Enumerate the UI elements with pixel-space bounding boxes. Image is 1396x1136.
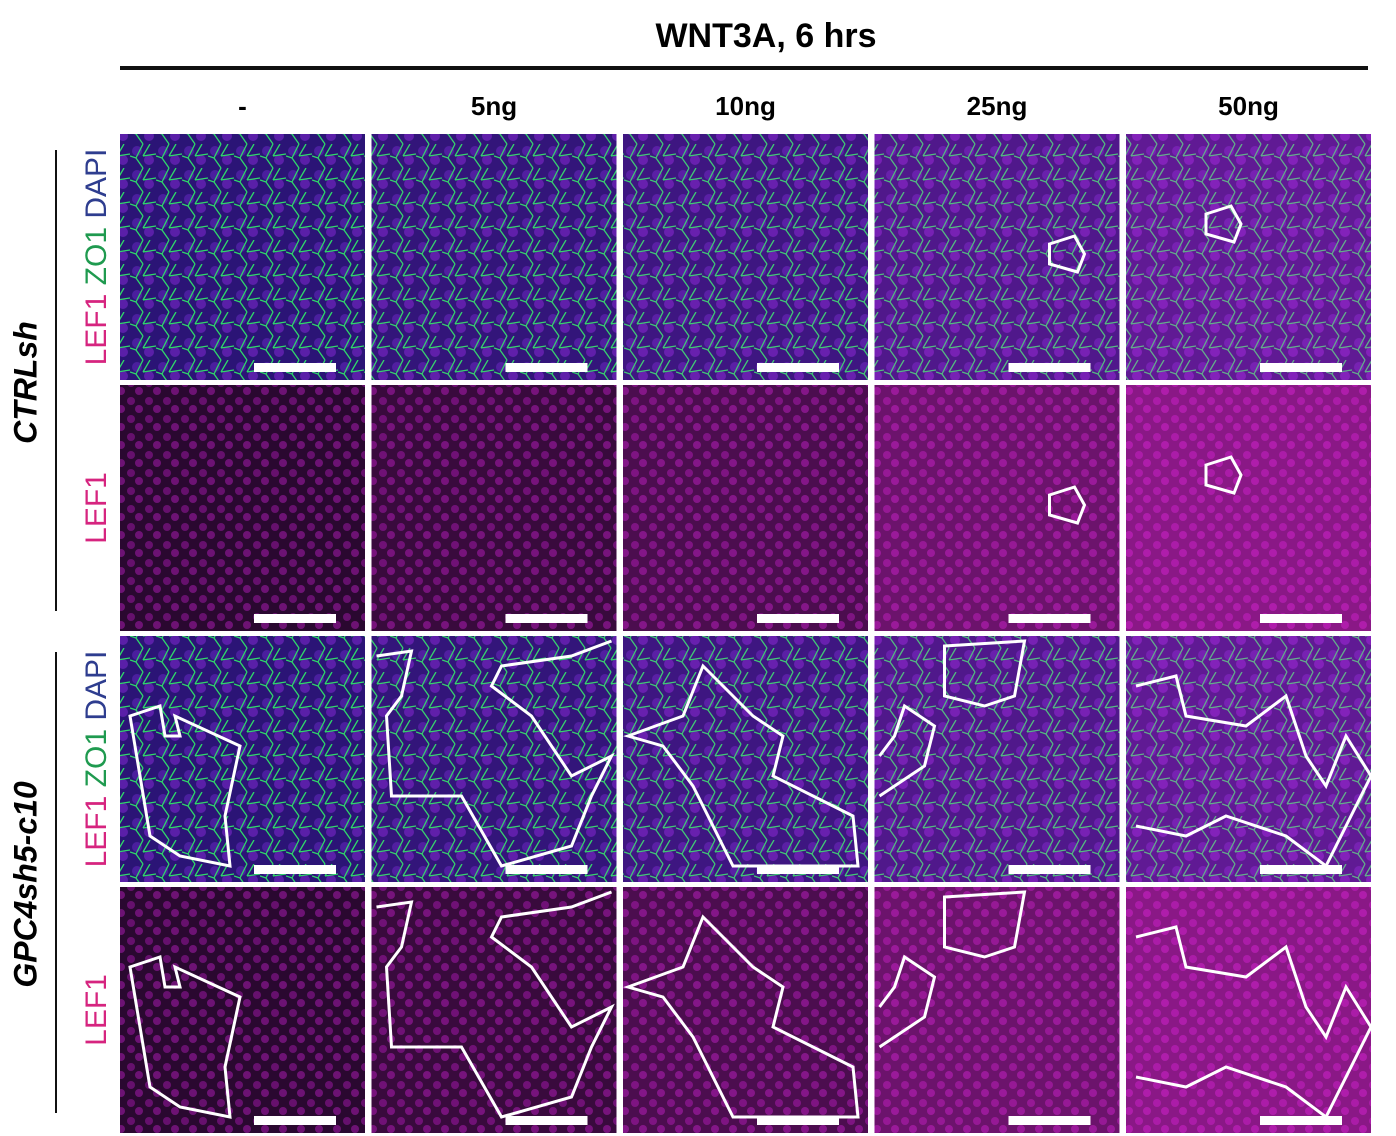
column-header: 50ng [1218,91,1279,121]
lef1-signal [371,887,617,1133]
row-label: LEF1 [80,974,113,1046]
scale-bar [1008,865,1091,874]
row-label: LEF1 ZO1 DAPI [80,149,113,366]
scale-bar [1260,614,1342,623]
channel-label: LEF1 [80,294,113,366]
scale-bar [1008,363,1091,372]
micrograph [874,134,1120,380]
channel-label: LEF1 [80,796,113,868]
lef1-signal [874,887,1120,1133]
lef1-signal [371,636,617,882]
micrograph [1126,134,1371,380]
micrograph [874,385,1120,631]
outline [1048,485,1087,525]
scale-bar [757,865,839,874]
channel-label: LEF1 [80,472,113,544]
outline [878,639,1027,798]
lef1-signal [623,887,868,1133]
scale-bar [254,865,336,874]
lef1-signal [874,636,1120,882]
lef1-signal [1126,636,1371,882]
lef1-signal [1126,134,1371,380]
micrograph [120,887,365,1133]
row-label: LEF1 [80,472,113,544]
outline [623,914,860,1119]
micrograph [120,636,365,882]
outline [1135,674,1373,869]
micrograph [623,134,868,380]
outline [376,890,615,1119]
scale-bar [1260,363,1342,372]
lef1-signal [1126,887,1371,1133]
lef1-signal [371,385,617,631]
scale-bar [1260,865,1342,874]
micrograph [371,385,617,631]
outline [878,890,1027,1049]
micrograph [874,636,1120,882]
channel-label: ZO1 [80,729,113,787]
lef1-signal [874,385,1120,631]
outline [1048,234,1087,274]
column-header: 5ng [471,91,517,121]
micrograph [623,887,868,1133]
lef1-signal [874,134,1120,380]
micrograph [1126,385,1371,631]
lef1-signal [1126,385,1371,631]
scale-bar [757,363,839,372]
lef1-signal [623,636,868,882]
micrograph [371,636,617,882]
scale-bar [505,865,588,874]
scale-bar [254,1116,336,1125]
column-header: 25ng [967,91,1028,121]
micrograph [120,134,365,380]
group-label: GPC4sh5-c10 [7,781,43,988]
outline [623,663,860,868]
scale-bar [1260,1116,1342,1125]
micrograph [623,385,868,631]
channel-label: DAPI [80,149,113,219]
column-header: 10ng [715,91,776,121]
scale-bar [505,363,588,372]
scale-bar [1008,1116,1091,1125]
outline [1204,455,1243,495]
scale-bar [1008,614,1091,623]
outline [1204,204,1243,244]
lef1-signal [623,134,868,380]
channel-label: LEF1 [80,974,113,1046]
outline [128,955,242,1119]
scale-bar [505,614,588,623]
channel-label: DAPI [80,651,113,721]
micrograph [371,887,617,1133]
outline [376,639,615,868]
scale-bar [505,1116,588,1125]
scale-bar [254,614,336,623]
column-header: - [238,91,247,121]
group-label: CTRLsh [7,321,43,444]
micrograph [874,887,1120,1133]
lef1-signal [623,385,868,631]
row-label: LEF1 ZO1 DAPI [80,651,113,868]
scale-bar [757,1116,839,1125]
outline [128,704,242,868]
micrograph [371,134,617,380]
scale-bar [254,363,336,372]
scale-bar [757,614,839,623]
title: WNT3A, 6 hrs [655,17,876,55]
outline [1135,925,1373,1120]
channel-label: ZO1 [80,227,113,285]
micrograph [623,636,868,882]
lef1-signal [371,134,617,380]
micrograph [120,385,365,631]
